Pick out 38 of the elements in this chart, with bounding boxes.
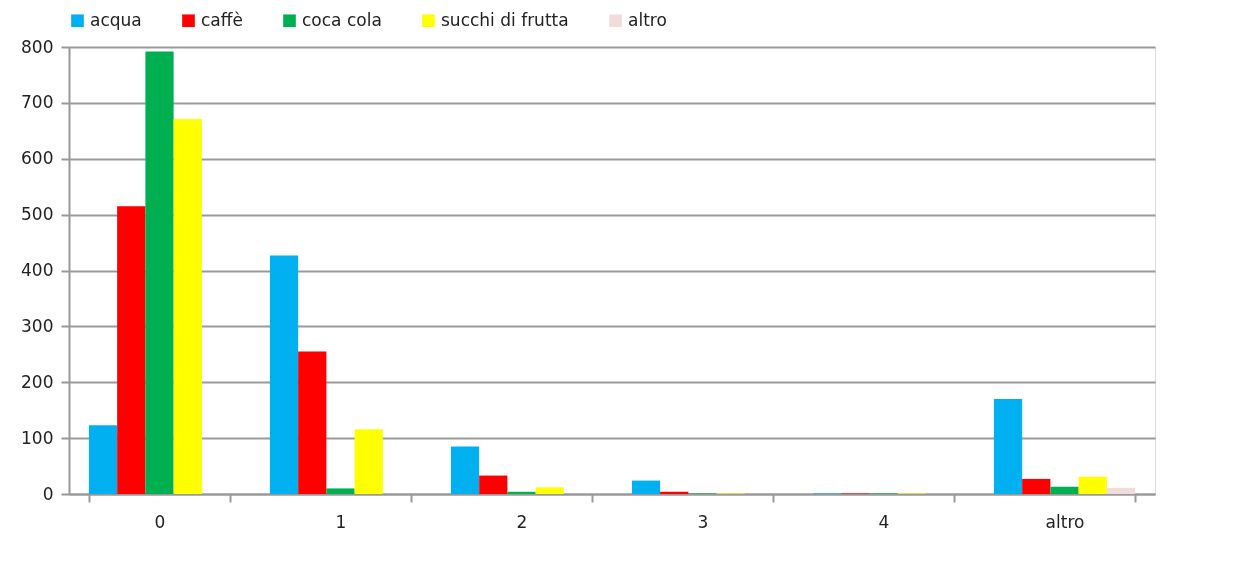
legend-label: coca cola xyxy=(302,9,382,30)
bar xyxy=(479,475,508,494)
legend-label: succhi di frutta xyxy=(441,9,569,30)
legend-label: altro xyxy=(628,9,667,30)
y-tick-label: 500 xyxy=(21,204,54,225)
x-tick-label: 3 xyxy=(697,511,709,532)
bar xyxy=(993,399,1023,494)
x-tick-label: 1 xyxy=(335,511,347,532)
bar xyxy=(1050,486,1079,494)
legend-label: acqua xyxy=(90,9,142,30)
y-tick-label: 100 xyxy=(21,427,54,448)
y-tick-label: 600 xyxy=(21,148,54,169)
bar xyxy=(450,446,480,494)
x-tick-label: 4 xyxy=(878,511,890,532)
x-tick-label: 2 xyxy=(516,511,528,532)
y-tick-label: 0 xyxy=(42,483,54,504)
bar xyxy=(88,425,118,494)
y-tick-label: 700 xyxy=(21,92,54,113)
bar xyxy=(269,255,299,494)
bar xyxy=(117,206,146,494)
bar xyxy=(354,429,383,494)
bar xyxy=(1022,478,1051,494)
bar xyxy=(298,351,327,494)
y-tick-label: 800 xyxy=(21,36,54,57)
y-tick-label: 300 xyxy=(21,315,54,336)
bar xyxy=(1106,487,1136,494)
x-tick-label: 0 xyxy=(154,511,166,532)
bar xyxy=(535,487,564,494)
bar xyxy=(631,480,661,494)
y-tick-label: 400 xyxy=(21,260,54,280)
bar xyxy=(173,119,202,494)
legend-label: caffè xyxy=(201,9,243,30)
y-tick-label: 200 xyxy=(21,371,54,392)
bar xyxy=(145,51,174,494)
bar xyxy=(507,491,536,494)
x-tick-label: altro xyxy=(1045,511,1085,532)
bar xyxy=(1078,476,1107,494)
bar xyxy=(326,488,355,494)
